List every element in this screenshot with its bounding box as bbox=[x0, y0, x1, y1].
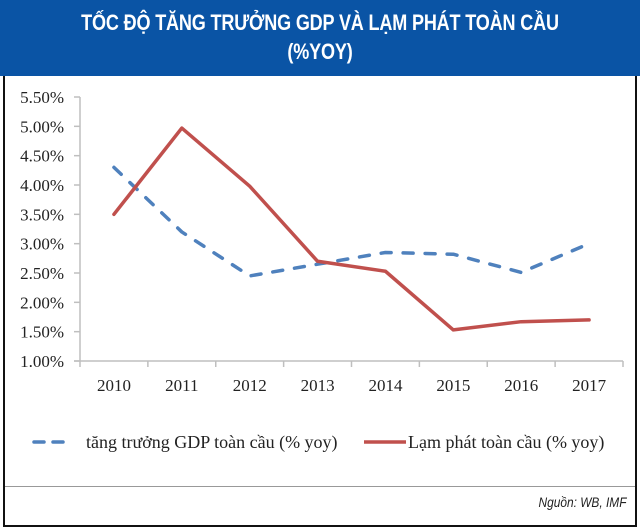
x-tick-label: 2016 bbox=[504, 376, 538, 395]
series-line bbox=[112, 165, 591, 278]
frame-border-right bbox=[635, 76, 637, 527]
series-group bbox=[112, 126, 591, 332]
legend-label: Lạm phát toàn cầu (% yoy) bbox=[408, 432, 604, 453]
y-tick-label: 4.00% bbox=[20, 176, 64, 195]
y-tick-label: 5.50% bbox=[20, 88, 64, 107]
series-inflation bbox=[112, 126, 591, 332]
x-tick-label: 2015 bbox=[436, 376, 470, 395]
legend: tăng trưởng GDP toàn cầu (% yoy) Lạm phát… bbox=[32, 432, 604, 453]
y-tick-label: 1.50% bbox=[20, 323, 64, 342]
y-tick-label: 1.00% bbox=[20, 352, 64, 371]
chart-title-line-2: (%YOY) bbox=[287, 39, 353, 64]
chart-title-bar: TỐC ĐỘ TĂNG TRƯỞNG GDP VÀ LẠM PHÁT TOÀN … bbox=[0, 0, 640, 76]
x-tick-label: 2014 bbox=[368, 376, 403, 395]
y-tick-label: 3.50% bbox=[20, 205, 64, 224]
x-tick-label: 2013 bbox=[301, 376, 335, 395]
source-divider bbox=[5, 486, 635, 487]
y-tick-label: 4.50% bbox=[20, 147, 64, 166]
axes: 1.00% 1.50% 2.00% 2.50% 3.00% 3.50% 4.00% 4.50%… bbox=[20, 88, 624, 395]
y-tick-label: 3.00% bbox=[20, 235, 64, 254]
legend-item-inflation: Lạm phát toàn cầu (% yoy) bbox=[364, 432, 604, 453]
x-tick-label: 2012 bbox=[233, 376, 267, 395]
frame-border-left bbox=[3, 76, 5, 527]
y-tick-label: 2.50% bbox=[20, 264, 64, 283]
y-tick-label: 5.00% bbox=[20, 117, 64, 136]
x-tick-label: 2017 bbox=[572, 376, 607, 395]
source-note: Nguồn: WB, IMF bbox=[538, 494, 626, 510]
frame-border-bottom bbox=[3, 525, 637, 527]
y-tick-label: 2.00% bbox=[20, 293, 64, 312]
x-tick-label: 2011 bbox=[165, 376, 198, 395]
series-gdp-growth bbox=[112, 165, 591, 278]
legend-item-gdp-growth: tăng trưởng GDP toàn cầu (% yoy) bbox=[32, 432, 338, 453]
series-line bbox=[112, 126, 591, 332]
x-tick-label: 2010 bbox=[97, 376, 131, 395]
chart-title-line-1: TỐC ĐỘ TĂNG TRƯỞNG GDP VÀ LẠM PHÁT TOÀN … bbox=[81, 10, 559, 35]
legend-label: tăng trưởng GDP toàn cầu (% yoy) bbox=[86, 432, 338, 453]
